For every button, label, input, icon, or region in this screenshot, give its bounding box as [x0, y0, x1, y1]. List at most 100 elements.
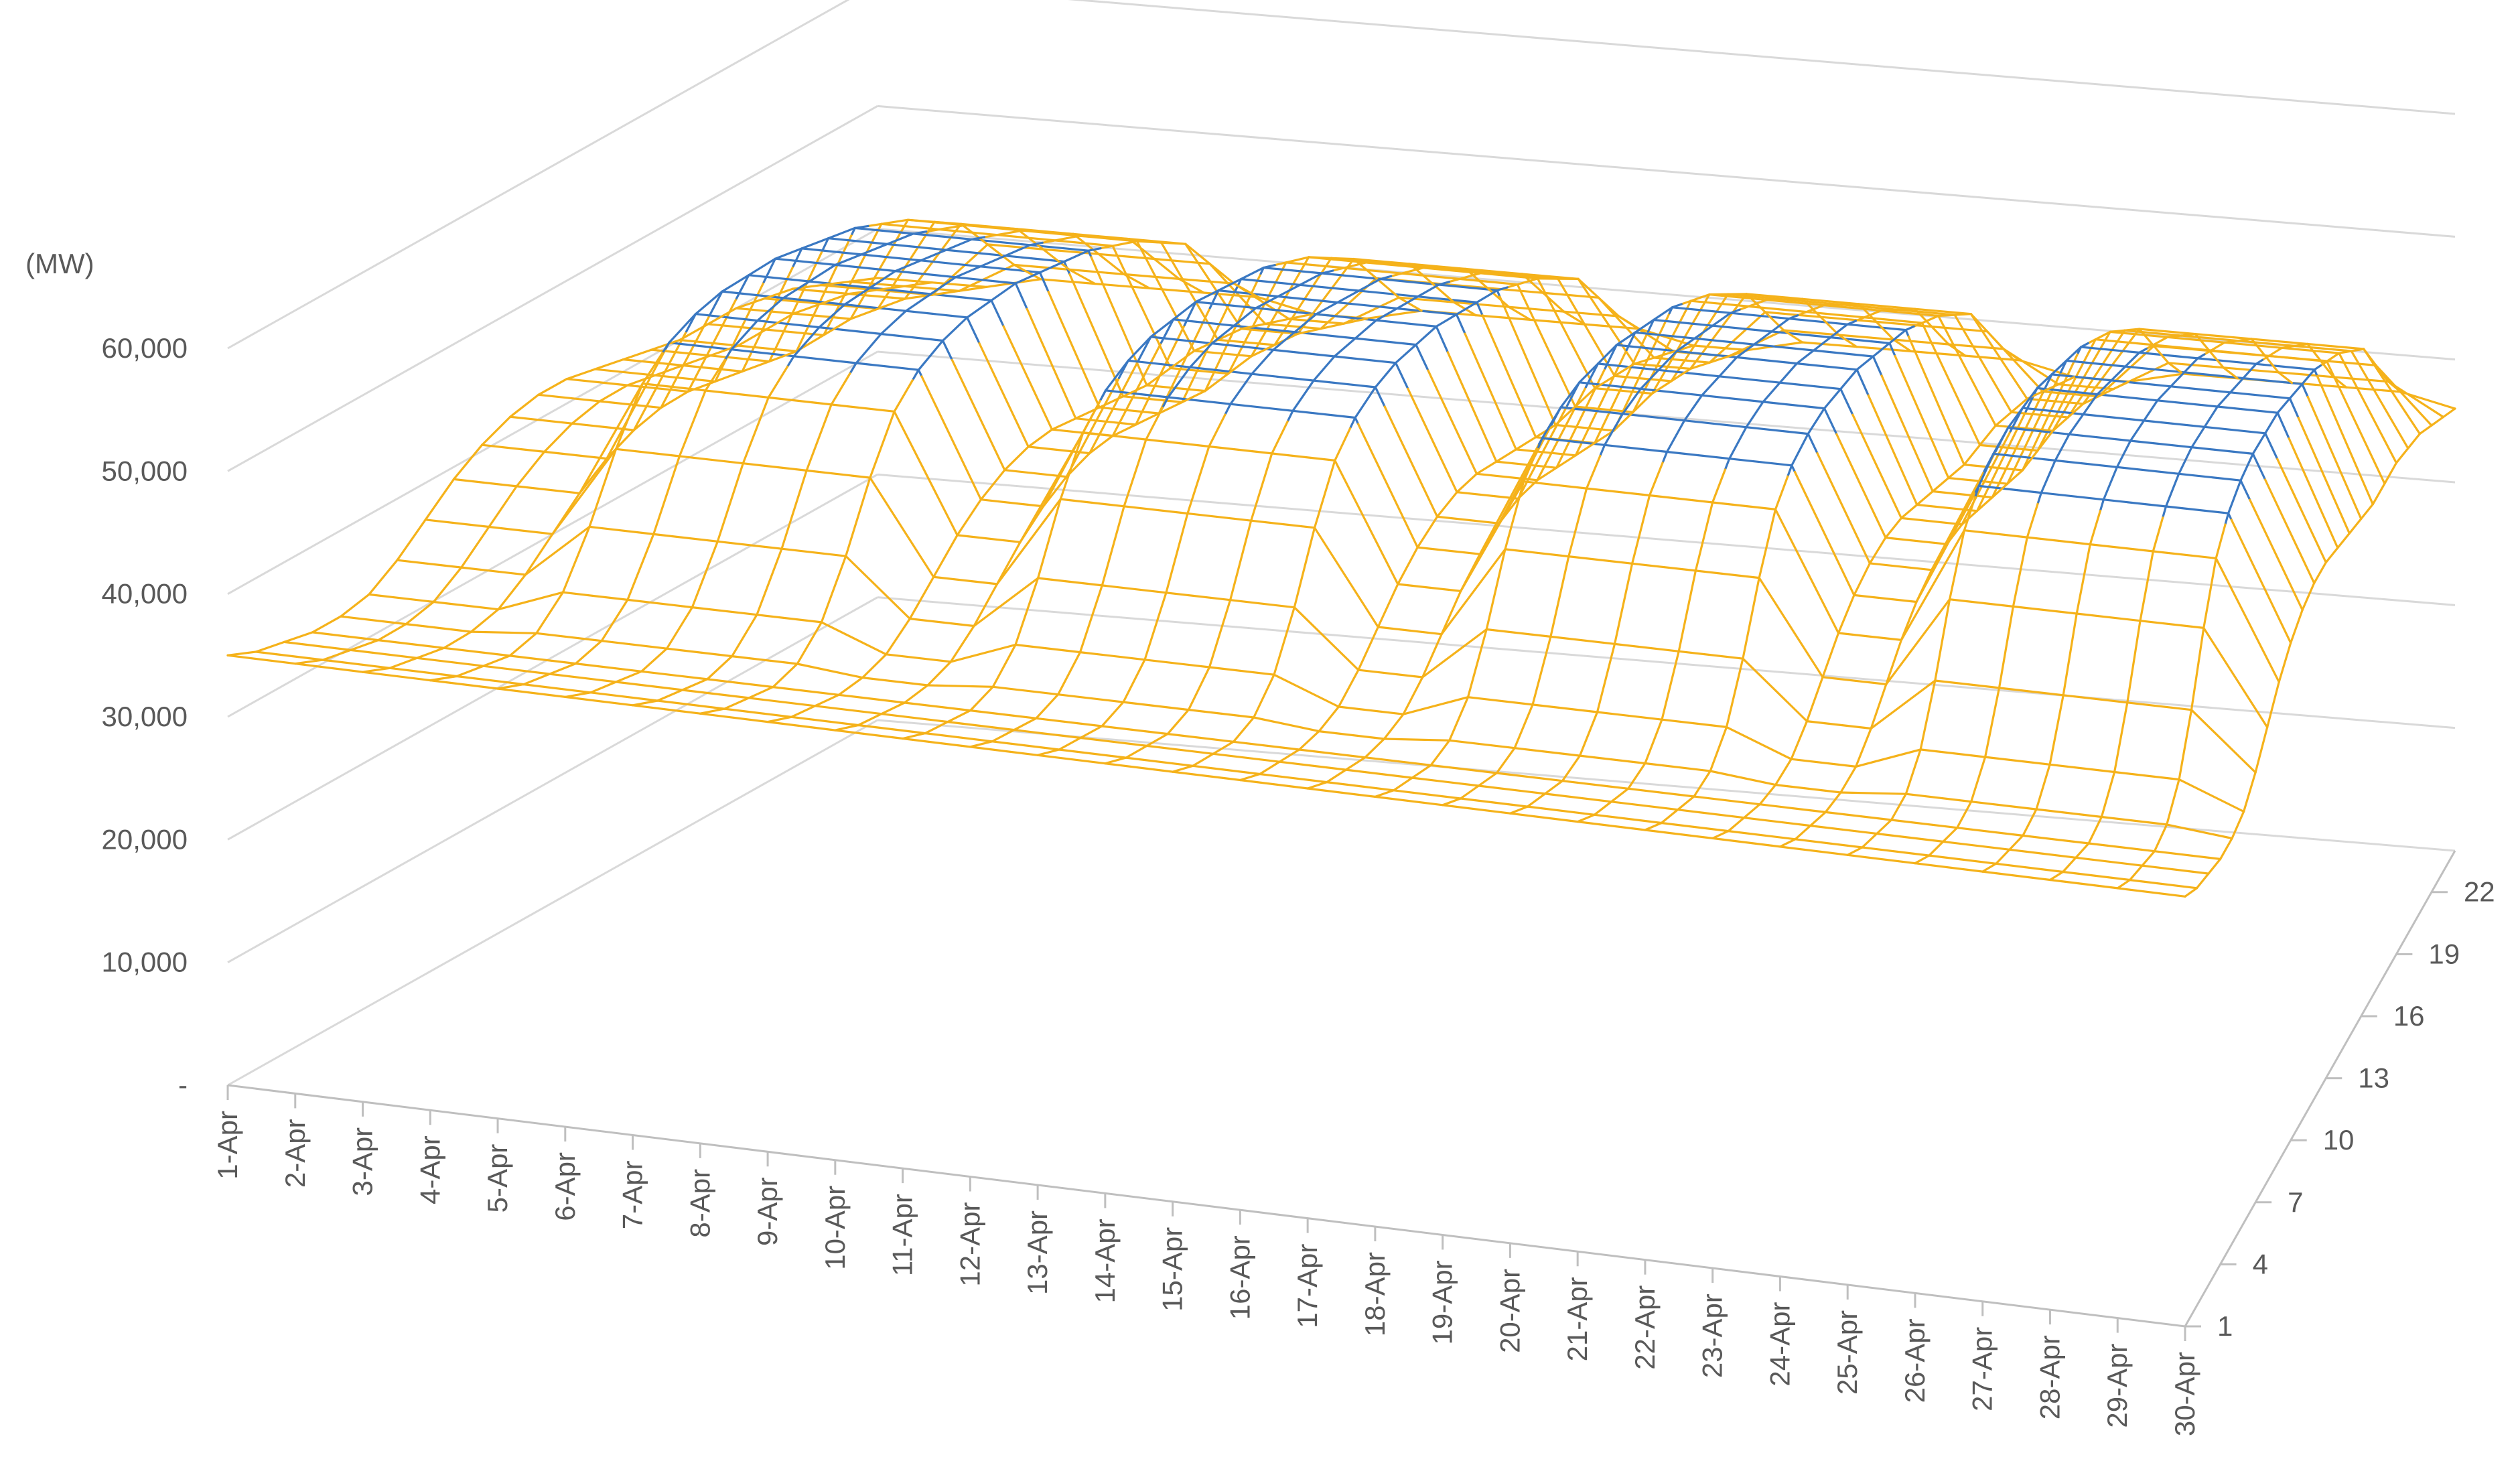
surface-line-hour [2280, 346, 2340, 354]
z-tick-label: 30,000 [102, 701, 188, 732]
surface-line-day [1344, 756, 1367, 771]
surface-line-day [1934, 598, 1951, 682]
surface-line-hour [626, 598, 694, 609]
surface-line-hour [1774, 783, 1842, 794]
surface-line-day [2052, 416, 2069, 432]
gridline-back-wall [877, 105, 2456, 238]
surface-line-day [721, 274, 750, 293]
surface-line-day [2057, 376, 2076, 386]
surface-line-hour [929, 293, 993, 301]
surface-line-day [1727, 817, 1746, 833]
surface-line-day [1354, 386, 1377, 419]
surface-line-day [2407, 432, 2421, 449]
surface-line-day [1791, 432, 1809, 467]
surface-line-hour [1819, 316, 1878, 323]
surface-line-day [723, 348, 733, 361]
surface-line-hour [1366, 309, 1423, 320]
surface-line-hour [622, 358, 684, 367]
surface-line-hour [830, 403, 896, 413]
surface-line-day [2190, 626, 2205, 711]
x-tick-label: 21-Apr [1561, 1277, 1593, 1361]
surface-line-hour [2022, 834, 2090, 845]
surface-line-hour [1342, 267, 1403, 275]
surface-line-day [790, 705, 817, 718]
surface-line-hour [1856, 368, 1870, 397]
gridline-left-wall [227, 228, 878, 595]
surface-line-hour [1868, 562, 1933, 571]
surface-line-hour [1227, 261, 1287, 375]
surface-line-day [983, 234, 999, 238]
surface-line-hour [920, 375, 983, 501]
surface-line-hour [1036, 754, 1107, 765]
surface-line-day [2166, 334, 2183, 338]
surface-line-day [1422, 267, 1446, 270]
surface-line-hour [1805, 719, 1872, 730]
surface-line-day [2112, 380, 2130, 391]
surface-line-day [2375, 364, 2389, 383]
surface-line-hour [687, 297, 738, 393]
surface-line-hour [1851, 413, 1902, 520]
surface-line-hour [2113, 770, 2180, 781]
surface-line-day [650, 338, 681, 351]
surface-line-day [894, 259, 922, 273]
x-tick-label: 24-Apr [1764, 1302, 1795, 1387]
surface-line-day [1036, 748, 1060, 756]
surface-line-hour [1778, 381, 1842, 391]
surface-line-day [2141, 850, 2156, 867]
surface-line-day [1160, 241, 1187, 245]
surface-line-hour [1233, 324, 1296, 334]
surface-line-day [741, 360, 771, 373]
y-tick-label: 7 [2288, 1186, 2303, 1218]
surface-line-day [818, 303, 846, 329]
surface-line-day [2178, 709, 2193, 781]
surface-line-hour [1278, 760, 1347, 771]
surface-line-day [1212, 740, 1235, 755]
surface-line-hour [991, 740, 1060, 751]
surface-line-day [1632, 392, 1653, 413]
surface-line-hour [565, 378, 629, 387]
surface-line-day [1661, 650, 1680, 721]
surface-line-day [1014, 271, 1042, 285]
surface-line-hour [2183, 371, 2245, 380]
surface-line-hour [574, 662, 643, 673]
surface-line-hour [522, 683, 592, 694]
surface-line-day [1315, 301, 1339, 316]
surface-line-hour [1964, 354, 2021, 362]
surface-line-day [2100, 770, 2116, 819]
surface-line-hour [792, 312, 852, 320]
surface-line-hour [480, 443, 546, 454]
surface-line-hour [748, 274, 811, 283]
surface-line-hour [1262, 267, 1324, 275]
surface-line-day [2180, 333, 2196, 337]
surface-line-hour [1593, 813, 1663, 825]
surface-line-hour [2166, 823, 2233, 840]
surface-line-day [2152, 344, 2170, 364]
surface-line-day [2326, 352, 2340, 363]
surface-line-day [2237, 338, 2253, 342]
surface-line-hour [1208, 263, 1267, 326]
surface-line-day [1701, 375, 1721, 397]
surface-line-hour [1464, 332, 1517, 451]
surface-line-hour [340, 615, 407, 626]
surface-line-hour [681, 364, 744, 373]
surface-line-day [2138, 328, 2155, 348]
surface-line-hour [1194, 301, 1257, 309]
surface-line-hour [1969, 313, 2028, 400]
surface-line-day [1436, 491, 1458, 518]
surface-line-day [2048, 870, 2064, 882]
surface-line-hour [1059, 498, 1125, 508]
surface-line-hour [1320, 272, 1382, 281]
surface-line-hour [1577, 277, 1636, 365]
surface-line-day [1250, 344, 1276, 358]
surface-line-hour [1661, 718, 1728, 729]
surface-line-day [1963, 496, 1977, 532]
surface-line-hour [1188, 366, 1253, 375]
surface-line-hour [589, 691, 659, 702]
x-axis-line [227, 1084, 2186, 1328]
surface-line-day [1460, 553, 1481, 593]
surface-line-hour [2089, 543, 2154, 553]
surface-line-day [496, 683, 525, 690]
surface-line-day [2215, 523, 2227, 560]
surface-line-day [2210, 341, 2226, 352]
surface-line-hour [652, 533, 719, 543]
